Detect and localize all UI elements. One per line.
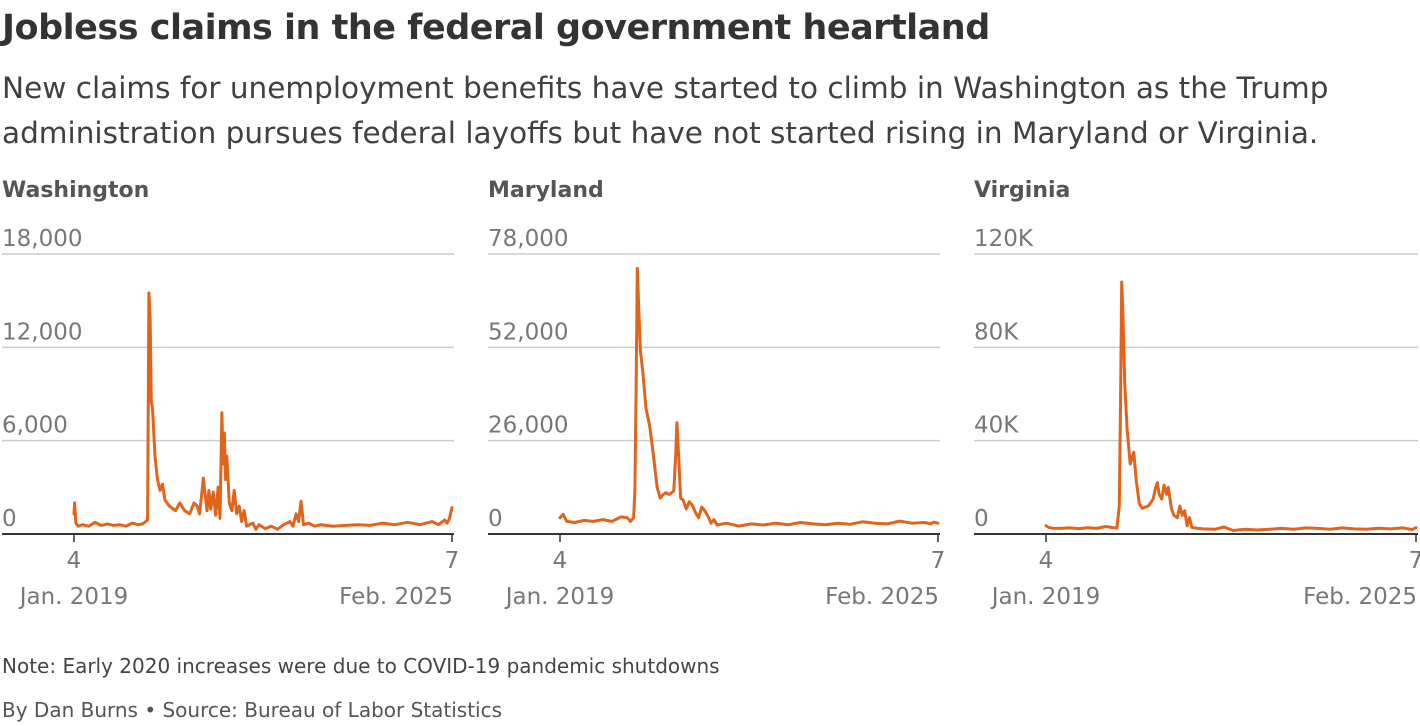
- washington-y-tick-label: 0: [2, 506, 17, 532]
- washington-x-tick-day-label: 7: [445, 548, 460, 574]
- virginia-x-tick-period-label: Feb. 2025: [1303, 584, 1417, 610]
- virginia-claims-line: [1044, 280, 1418, 532]
- maryland-y-tick-label: 0: [488, 506, 503, 532]
- chart-subtitle: New claims for unemployment benefits hav…: [2, 71, 1329, 150]
- maryland-x-tick-day-label: 4: [553, 548, 568, 574]
- washington-x-tick-period-label: Jan. 2019: [18, 584, 129, 610]
- maryland-chart: 0 26,000 52,000 78,000 4 Jan. 2019 7 Feb. 2025: [488, 226, 945, 610]
- washington-x-tick-day-label: 4: [67, 548, 82, 574]
- virginia-y-tick-label: 120K: [974, 226, 1034, 252]
- maryland-x-tick-period-label: Jan. 2019: [504, 584, 615, 610]
- chart-note: Note: Early 2020 increases were due to C…: [2, 654, 720, 678]
- virginia-x-tick-period-label: Jan. 2019: [990, 584, 1101, 610]
- maryland-panel: Maryland 0 26,000 52,000 78,000 4 Jan. 2019 7 F…: [488, 176, 945, 616]
- chart-headline: Jobless claims in the federal government…: [2, 8, 990, 48]
- washington-y-tick-label: 6,000: [2, 413, 68, 439]
- maryland-y-tick-label: 26,000: [488, 413, 568, 439]
- virginia-x-tick-day-label: 4: [1039, 548, 1054, 574]
- washington-panel: Washington 0 6,000 12,000 18,000 4 Jan. 2019 7…: [2, 176, 459, 616]
- washington-y-tick-label: 18,000: [2, 226, 82, 252]
- maryland-claims-line: [558, 266, 940, 528]
- washington-claims-line: [72, 291, 454, 531]
- maryland-y-tick-label: 78,000: [488, 226, 568, 252]
- washington-panel-title: Washington: [2, 178, 150, 203]
- maryland-y-tick-label: 52,000: [488, 319, 568, 345]
- virginia-panel-title: Virginia: [974, 178, 1071, 203]
- virginia-y-tick-label: 40K: [974, 413, 1019, 439]
- washington-x-tick-period-label: Feb. 2025: [339, 584, 453, 610]
- virginia-panel: Virginia 0 40K 80K 120K 4 Jan. 2019 7 Feb. 2025: [974, 176, 1420, 616]
- washington-chart: 0 6,000 12,000 18,000 4 Jan. 2019 7 Feb. 2025: [2, 226, 459, 610]
- virginia-y-tick-label: 80K: [974, 319, 1019, 345]
- chart-byline: By Dan Burns • Source: Bureau of Labor S…: [2, 698, 503, 722]
- maryland-x-tick-period-label: Feb. 2025: [825, 584, 939, 610]
- maryland-x-tick-day-label: 7: [931, 548, 946, 574]
- washington-y-tick-label: 12,000: [2, 319, 82, 345]
- maryland-panel-title: Maryland: [488, 178, 604, 203]
- virginia-chart: 0 40K 80K 120K 4 Jan. 2019 7 Feb. 2025: [974, 226, 1420, 610]
- virginia-x-tick-day-label: 7: [1409, 548, 1420, 574]
- virginia-y-tick-label: 0: [974, 506, 989, 532]
